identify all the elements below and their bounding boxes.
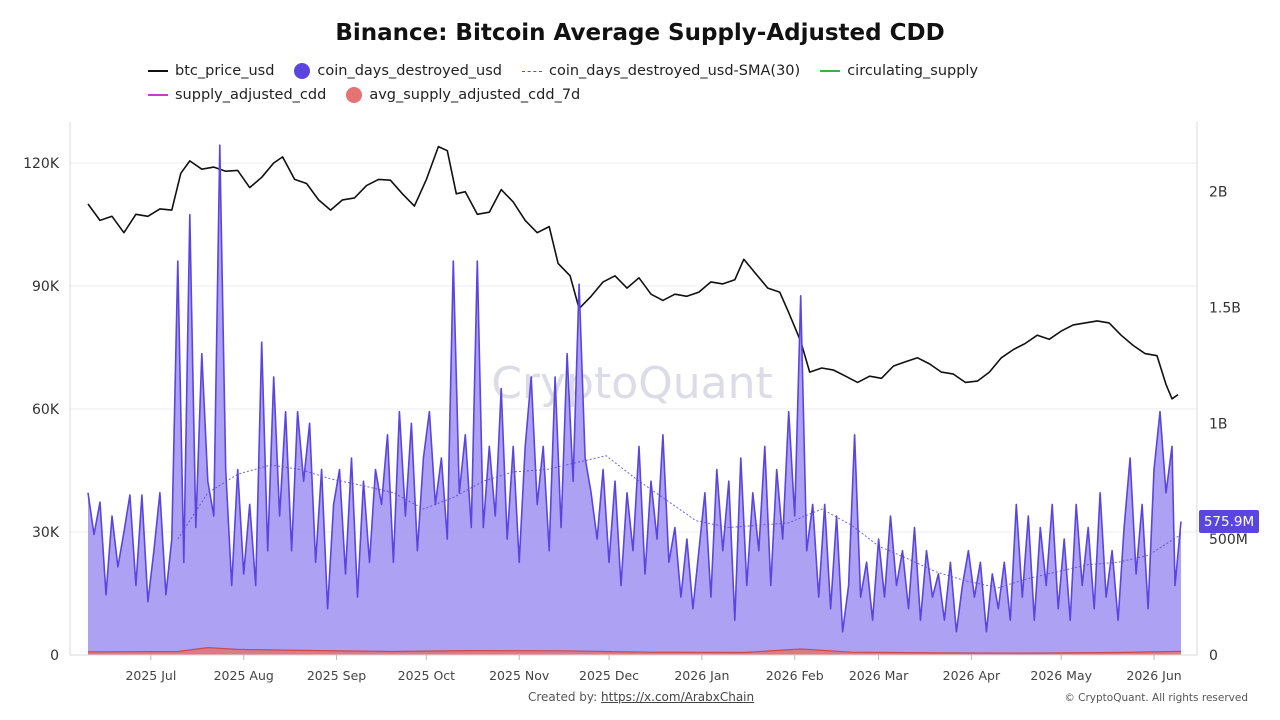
legend-swatch xyxy=(148,70,168,72)
watermark: CryptoQuant xyxy=(491,358,773,409)
right-tick-label: 2B xyxy=(1209,185,1228,201)
left-tick-label: 60K xyxy=(32,402,60,418)
chart-legend: btc_price_usd coin_days_destroyed_usd coin… xyxy=(148,60,1148,106)
x-tick-label: 2025 Sep xyxy=(307,668,366,683)
legend-label: supply_adjusted_cdd xyxy=(175,87,327,103)
legend-item-supply-adjusted-cdd[interactable]: supply_adjusted_cdd xyxy=(148,84,326,106)
legend-label: coin_days_destroyed_usd xyxy=(317,63,502,79)
left-tick-label: 0 xyxy=(50,648,59,664)
left-tick-label: 30K xyxy=(32,525,60,541)
right-tick-label: 1.5B xyxy=(1209,300,1241,316)
copyright-text: © CryptoQuant. All rights reserved xyxy=(1064,692,1248,704)
x-tick-label: 2026 Feb xyxy=(766,668,824,683)
series-line-btc-price-usd xyxy=(87,145,1179,400)
x-tick-label: 2025 Nov xyxy=(489,668,550,683)
legend-swatch xyxy=(148,94,168,96)
legend-swatch xyxy=(346,87,363,103)
x-tick-label: 2025 Jul xyxy=(125,668,176,683)
x-axis-ticks: 2025 Jul 2025 Aug 2025 Sep 2025 Oct 2025 Nov… xyxy=(125,655,1182,683)
series-line-avg-supply-adjusted-cdd-7d xyxy=(87,647,1182,654)
x-tick-label: 2026 Jun xyxy=(1126,668,1181,683)
right-tick-label: 500M xyxy=(1209,532,1248,548)
legend-swatch xyxy=(820,70,841,72)
legend-swatch xyxy=(294,63,311,79)
axes xyxy=(69,122,1198,656)
legend-item-coin-days-destroyed-usd[interactable]: coin_days_destroyed_usd xyxy=(294,60,502,82)
x-tick-label: 2026 May xyxy=(1030,668,1092,683)
legend-label: coin_days_destroyed_usd-SMA(30) xyxy=(548,63,801,79)
x-tick-label: 2026 Mar xyxy=(849,668,909,683)
credit-link[interactable]: https://x.com/ArabxChain xyxy=(601,690,755,704)
series-line-coin-days-destroyed-usd xyxy=(87,144,1182,633)
legend-item-btc-price-usd[interactable]: btc_price_usd xyxy=(148,60,274,82)
current-value-badge: 575.9M xyxy=(1199,510,1259,533)
legend-item-coin-days-destroyed-usd-sma-30-[interactable]: coin_days_destroyed_usd-SMA(30) xyxy=(521,60,801,82)
x-tick-label: 2025 Aug xyxy=(214,668,274,683)
x-tick-label: 2025 Oct xyxy=(398,668,455,683)
right-tick-label: 1B xyxy=(1209,416,1228,432)
x-tick-label: 2025 Dec xyxy=(579,668,639,683)
chart-title: Binance: Bitcoin Average Supply-Adjusted… xyxy=(335,20,945,46)
left-axis-ticks: 0 30K 60K 90K 120K xyxy=(23,156,60,664)
left-tick-label: 120K xyxy=(23,156,60,172)
legend-label: circulating_supply xyxy=(847,63,979,79)
legend-swatch xyxy=(521,70,542,72)
legend-item-avg-supply-adjusted-cdd-7d[interactable]: avg_supply_adjusted_cdd_7d xyxy=(346,84,580,106)
x-tick-label: 2026 Jan xyxy=(674,668,729,683)
legend-item-circulating-supply[interactable]: circulating_supply xyxy=(820,60,978,82)
legend-label: btc_price_usd xyxy=(175,63,275,79)
gridlines xyxy=(70,162,1197,533)
x-tick-label: 2026 Apr xyxy=(943,668,1001,683)
right-tick-label: 0 xyxy=(1209,648,1218,664)
right-axis-ticks: 0 500M 1B 1.5B 2B xyxy=(1209,185,1248,664)
credit-label: Created by: xyxy=(528,690,602,704)
series-line-coin-days-destroyed-usd-sma-30- xyxy=(177,455,1182,589)
legend-label: avg_supply_adjusted_cdd_7d xyxy=(369,87,581,103)
footer-credit: Created by: https://x.com/ArabxChain xyxy=(528,690,754,704)
left-tick-label: 90K xyxy=(32,279,60,295)
series-layer xyxy=(87,144,1182,655)
